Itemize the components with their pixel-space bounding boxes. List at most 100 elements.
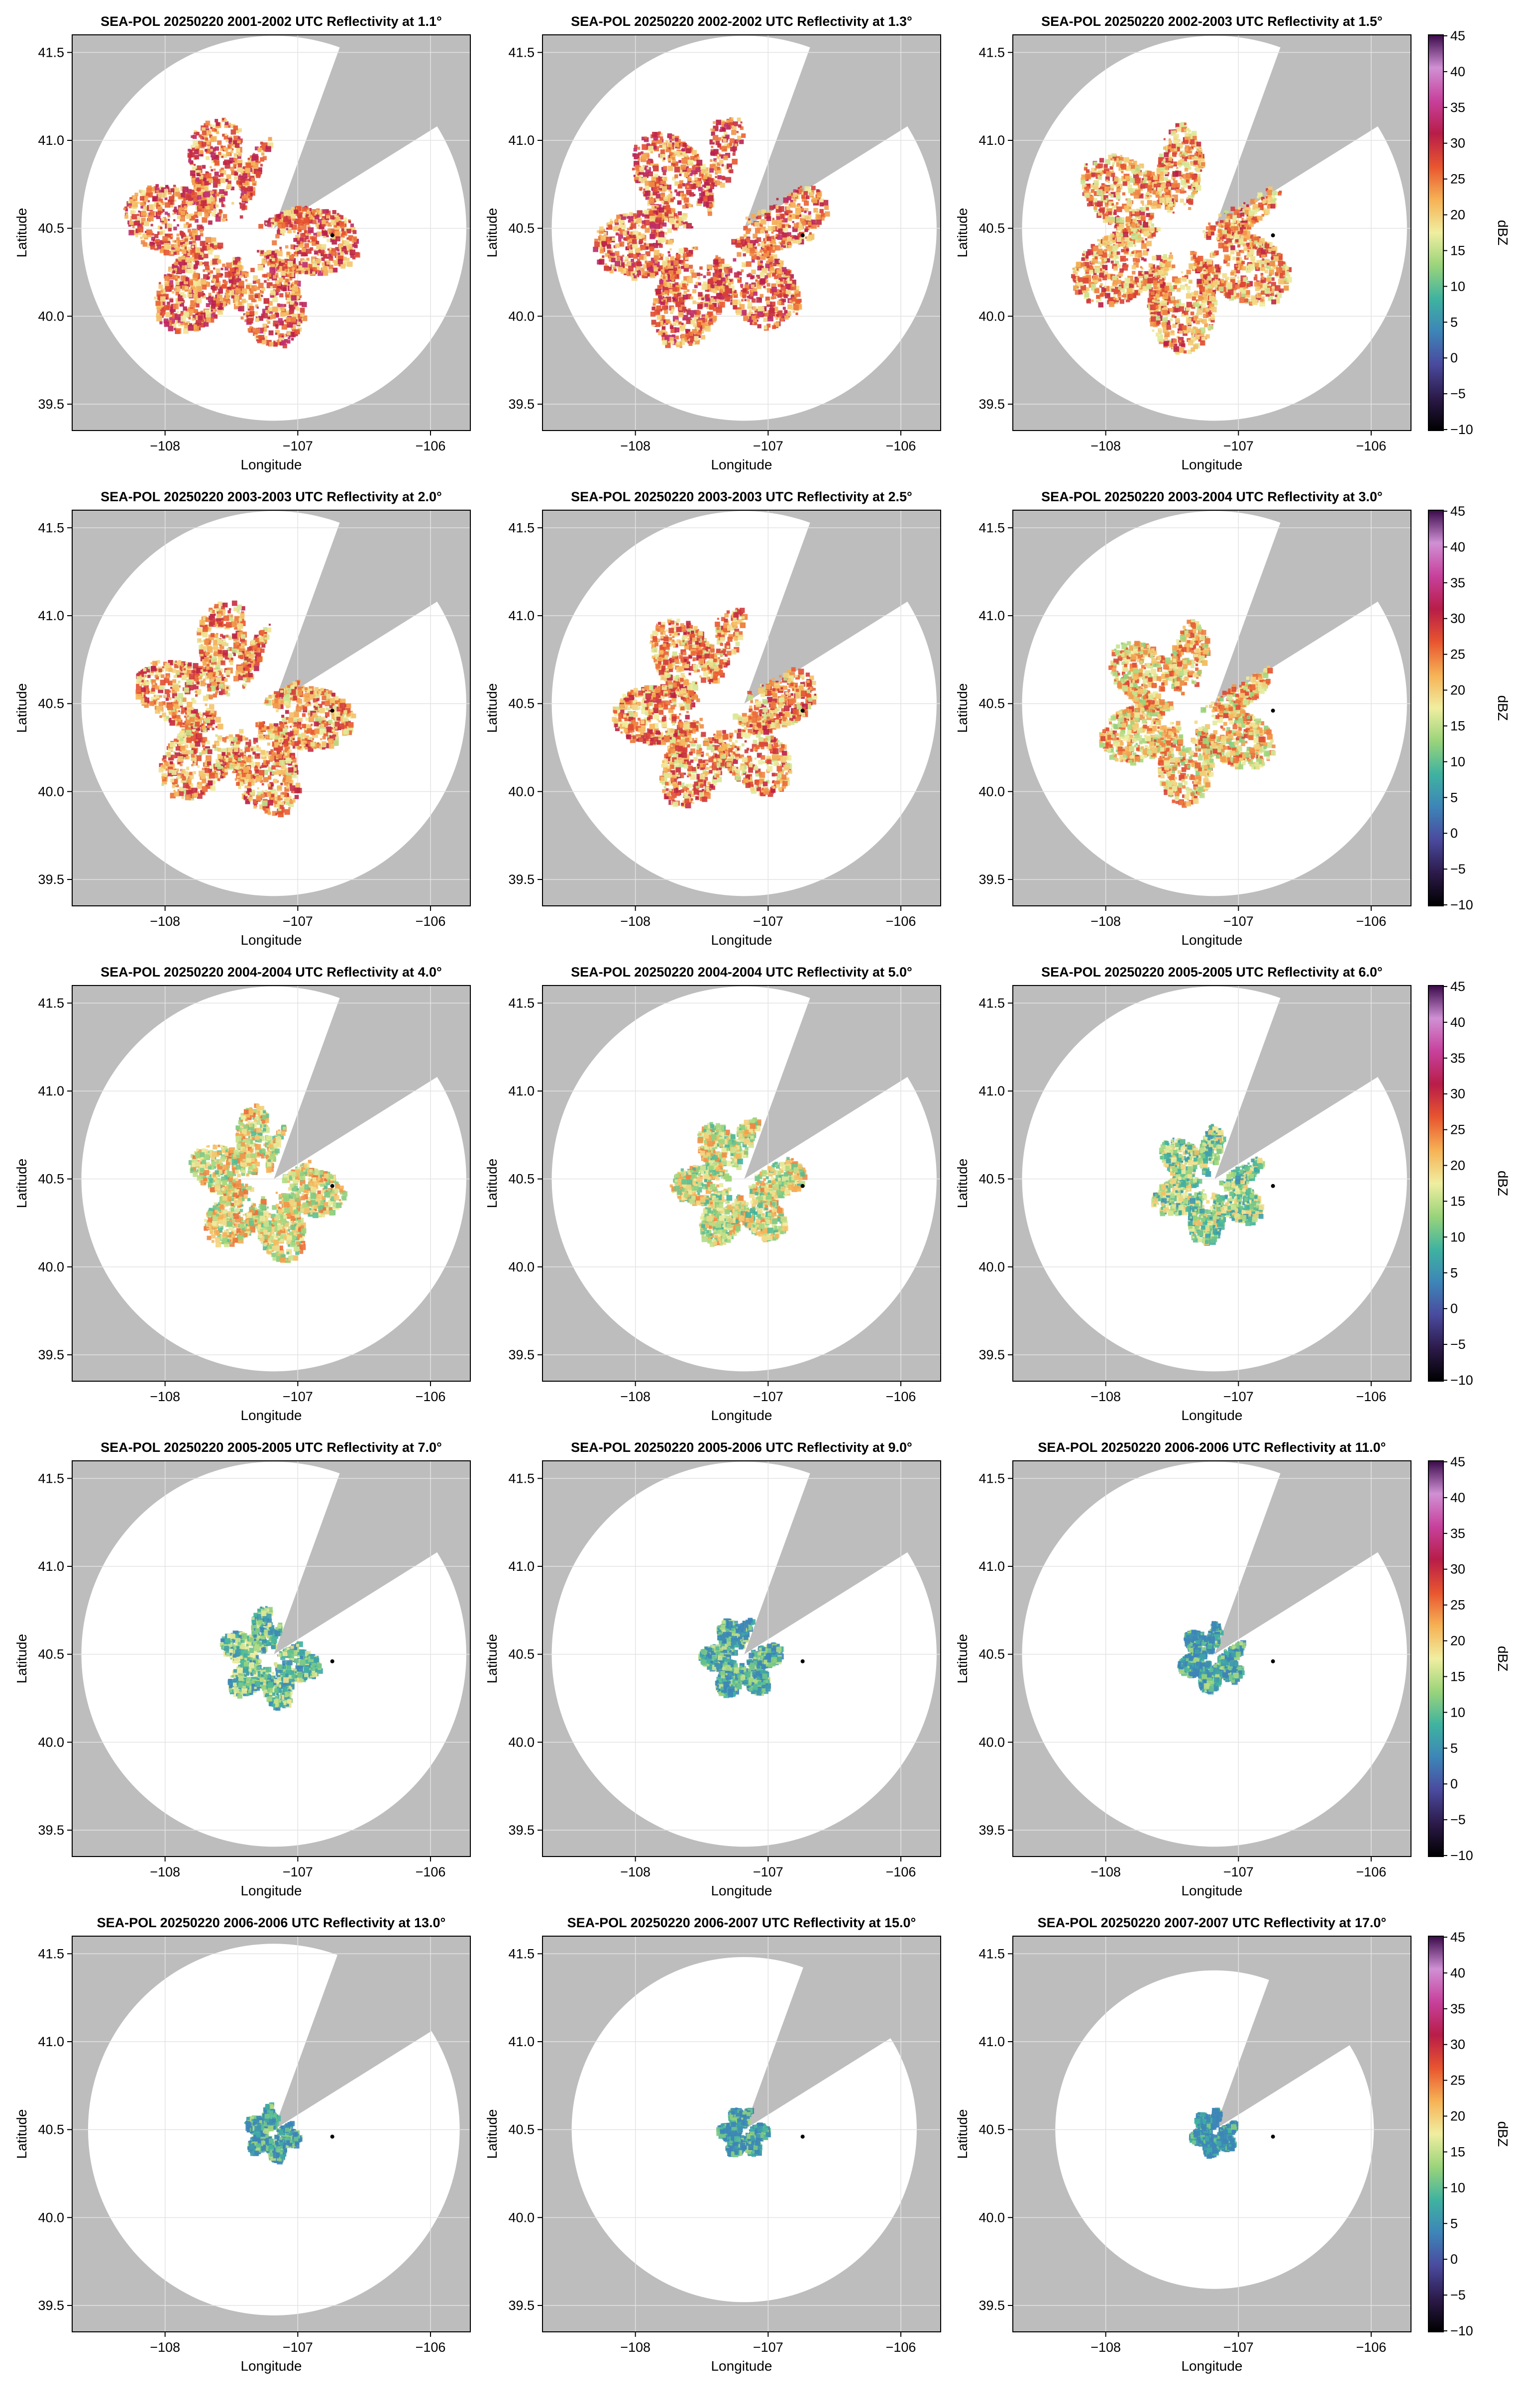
colorbar-tick-label: 40 [1450, 1966, 1465, 1980]
colorbar-label: dBZ [1495, 695, 1511, 721]
colorbar-tick-label: 20 [1450, 208, 1465, 222]
panel-title: SEA-POL 20250220 2004-2004 UTC Reflectiv… [571, 965, 912, 980]
y-axis-label: Latitude [484, 1634, 500, 1684]
y-axis-label: Latitude [484, 1159, 500, 1208]
x-tick-label: −107 [753, 1864, 783, 1879]
y-tick-label: 40.5 [508, 696, 535, 711]
reflectivity-echoes [612, 608, 818, 809]
y-axis-label: Latitude [955, 1159, 970, 1208]
panel-frame [542, 1936, 941, 2332]
x-axis-label: Longitude [1181, 932, 1242, 948]
y-axis-label: Latitude [14, 2109, 29, 2159]
radar-panel-7: SEA-POL 20250220 2004-2004 UTC Reflectiv… [14, 965, 471, 1423]
colorbar-tick-label: 25 [1450, 1122, 1465, 1137]
x-axis-label: Longitude [240, 1883, 302, 1898]
x-axis-label: Longitude [240, 1408, 302, 1423]
y-tick-label: 41.0 [38, 1084, 64, 1098]
panel-title: SEA-POL 20250220 2007-2007 UTC Reflectiv… [1038, 1915, 1387, 1930]
panel-frame [1012, 34, 1411, 431]
colorbar-scale [1428, 34, 1444, 431]
panel-frame [72, 985, 471, 1382]
radar-panel-3: SEA-POL 20250220 2002-2003 UTC Reflectiv… [955, 14, 1511, 472]
station-marker [800, 708, 805, 713]
x-tick-label: −106 [416, 1389, 446, 1404]
y-tick-label: 41.5 [508, 520, 535, 535]
reflectivity-echoes [1099, 619, 1276, 808]
y-tick-label: 39.5 [508, 872, 535, 887]
x-axis-label: Longitude [711, 932, 772, 948]
x-tick-label: −107 [283, 438, 313, 453]
panel-frame [1012, 510, 1411, 906]
reflectivity-echoes [219, 1606, 323, 1711]
y-tick-label: 40.5 [38, 2122, 64, 2137]
colorbar-tick-label: 10 [1450, 1229, 1465, 1244]
y-tick-label: 40.5 [508, 1172, 535, 1187]
colorbar-tick-label: 20 [1450, 1634, 1465, 1648]
x-axis-label: Longitude [1181, 1408, 1242, 1423]
colorbar-tick-label: −5 [1450, 2288, 1466, 2302]
y-tick-label: 39.5 [38, 397, 64, 412]
y-tick-label: 41.0 [978, 133, 1005, 148]
x-axis-label: Longitude [240, 932, 302, 948]
x-tick-label: −108 [150, 1389, 180, 1404]
y-tick-label: 41.0 [508, 2034, 535, 2049]
x-tick-label: −106 [886, 2340, 916, 2355]
panel-title: SEA-POL 20250220 2003-2004 UTC Reflectiv… [1041, 489, 1383, 504]
y-tick-label: 41.5 [508, 1946, 535, 1961]
x-tick-label: −107 [283, 1389, 313, 1404]
colorbar-tick-label: 45 [1450, 28, 1465, 43]
reflectivity-echoes [135, 600, 356, 817]
colorbar-scale [1428, 985, 1444, 1382]
y-tick-label: 41.5 [508, 45, 535, 60]
station-marker [330, 1659, 334, 1663]
panel-title: SEA-POL 20250220 2003-2003 UTC Reflectiv… [571, 489, 912, 504]
y-axis-label: Latitude [14, 1634, 29, 1684]
colorbar: 45 40 35 30 25 20 15 10 5 0 −5 −10 dBZ [1428, 28, 1511, 437]
station-marker [330, 708, 334, 713]
colorbar-tick-label: −10 [1450, 1373, 1473, 1388]
x-tick-label: −108 [1090, 2340, 1121, 2355]
panel-frame [542, 1460, 941, 1857]
radar-panel-10: SEA-POL 20250220 2005-2005 UTC Reflectiv… [14, 1440, 471, 1898]
y-axis-label: Latitude [484, 2109, 500, 2159]
x-tick-label: −107 [283, 2340, 313, 2355]
colorbar-tick-label: 0 [1450, 1301, 1458, 1316]
y-tick-label: 41.5 [978, 520, 1005, 535]
x-tick-label: −108 [150, 914, 180, 929]
colorbar-tick-label: 0 [1450, 826, 1458, 841]
y-tick-label: 41.5 [508, 1471, 535, 1486]
radar-panel-2: SEA-POL 20250220 2002-2002 UTC Reflectiv… [484, 14, 941, 472]
y-tick-label: 40.0 [978, 784, 1005, 799]
x-tick-label: −108 [1090, 1864, 1121, 1879]
y-tick-label: 40.0 [38, 2210, 64, 2225]
station-marker [1271, 1184, 1275, 1188]
y-tick-label: 40.0 [978, 1259, 1005, 1274]
y-tick-label: 41.0 [978, 608, 1005, 623]
colorbar-label: dBZ [1495, 1646, 1511, 1671]
y-tick-label: 40.5 [38, 1647, 64, 1662]
y-axis-label: Latitude [14, 208, 29, 258]
y-tick-label: 41.5 [978, 1471, 1005, 1486]
x-tick-label: −107 [753, 438, 783, 453]
colorbar-tick-label: 30 [1450, 1087, 1465, 1101]
x-tick-label: −106 [886, 914, 916, 929]
y-tick-label: 39.5 [978, 872, 1005, 887]
y-tick-label: 39.5 [508, 397, 535, 412]
y-tick-label: 40.0 [508, 1735, 535, 1750]
panel-frame [72, 510, 471, 906]
x-tick-label: −106 [1356, 1389, 1387, 1404]
colorbar-tick-label: 15 [1450, 1194, 1465, 1208]
y-tick-label: 40.5 [508, 1647, 535, 1662]
y-tick-label: 41.0 [978, 2034, 1005, 2049]
colorbar-label: dBZ [1495, 220, 1511, 245]
colorbar-tick-label: 15 [1450, 2144, 1465, 2159]
station-marker [330, 2134, 334, 2139]
y-tick-label: 40.5 [508, 2122, 535, 2137]
colorbar-tick-label: 10 [1450, 279, 1465, 294]
colorbar: 45 40 35 30 25 20 15 10 5 0 −5 −10 dBZ [1428, 1454, 1511, 1863]
y-tick-label: 39.5 [38, 1347, 64, 1362]
y-tick-label: 40.5 [978, 221, 1005, 236]
x-tick-label: −108 [620, 2340, 650, 2355]
y-tick-label: 41.0 [38, 608, 64, 623]
